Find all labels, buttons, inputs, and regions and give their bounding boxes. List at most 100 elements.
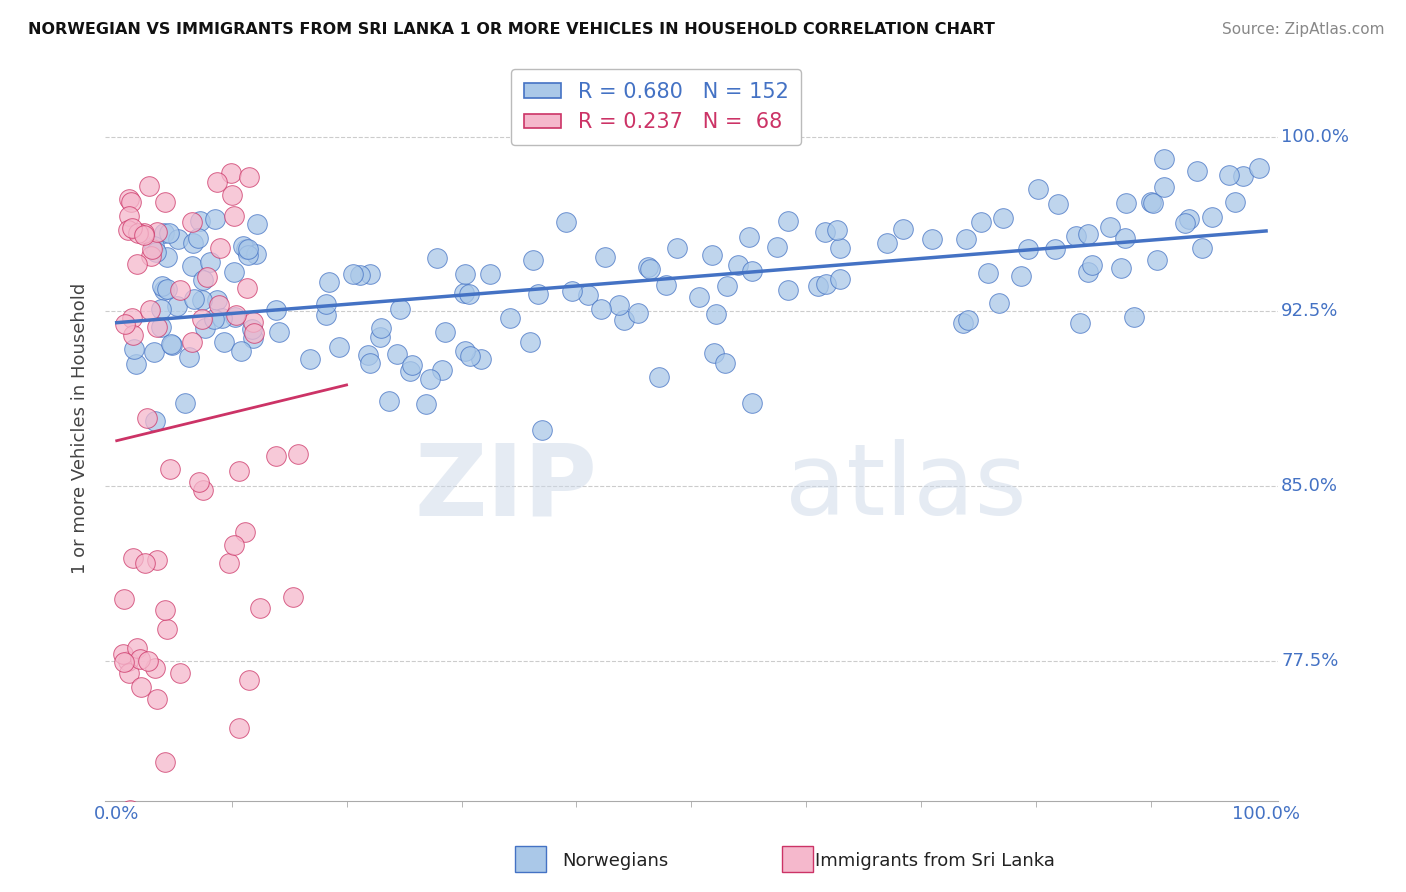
Point xyxy=(993,211,1015,226)
Point xyxy=(738,230,761,244)
Point xyxy=(830,241,852,255)
Point xyxy=(561,285,583,299)
Point xyxy=(613,313,636,327)
Point xyxy=(1218,169,1240,183)
Point xyxy=(470,351,492,366)
Point xyxy=(704,307,727,321)
Point xyxy=(238,170,260,185)
Point xyxy=(149,319,172,334)
Point xyxy=(229,343,252,358)
Point xyxy=(627,306,650,320)
Point xyxy=(245,247,267,261)
Point xyxy=(741,264,763,278)
Point xyxy=(236,242,259,256)
Point xyxy=(648,370,671,384)
Point xyxy=(187,231,209,245)
Text: 77.5%: 77.5% xyxy=(1281,652,1339,670)
Point xyxy=(159,336,181,351)
Point xyxy=(167,232,190,246)
Point xyxy=(955,231,977,245)
Point xyxy=(136,410,159,425)
Point xyxy=(236,281,259,295)
Point xyxy=(766,240,789,254)
Point xyxy=(128,652,150,666)
Point xyxy=(139,303,162,318)
Point xyxy=(1069,316,1091,330)
Point xyxy=(419,372,441,386)
Point xyxy=(264,302,287,317)
Point xyxy=(156,250,179,264)
Point xyxy=(156,282,179,296)
Point xyxy=(1185,164,1208,178)
Point xyxy=(1077,265,1099,279)
Point xyxy=(235,242,257,256)
Point xyxy=(132,226,155,240)
Point xyxy=(157,226,180,240)
Point xyxy=(183,292,205,306)
Point xyxy=(956,313,979,327)
Point xyxy=(952,316,974,330)
Point xyxy=(117,223,139,237)
Point xyxy=(156,622,179,636)
Point xyxy=(181,215,204,229)
Point xyxy=(141,243,163,257)
Point xyxy=(117,665,139,680)
Point xyxy=(212,334,235,349)
Point xyxy=(114,317,136,331)
Point xyxy=(152,279,174,293)
Point xyxy=(1178,211,1201,226)
Point xyxy=(457,287,479,301)
Point xyxy=(181,235,204,250)
Point xyxy=(191,312,214,326)
Point xyxy=(876,235,898,250)
Text: NORWEGIAN VS IMMIGRANTS FROM SRI LANKA 1 OR MORE VEHICLES IN HOUSEHOLD CORRELATI: NORWEGIAN VS IMMIGRANTS FROM SRI LANKA 1… xyxy=(28,22,995,37)
Point xyxy=(191,293,214,308)
Point xyxy=(342,267,364,281)
Text: atlas: atlas xyxy=(785,439,1026,536)
Point xyxy=(453,267,475,281)
Point xyxy=(129,680,152,694)
Point xyxy=(315,297,337,311)
Point xyxy=(519,334,541,349)
Text: 85.0%: 85.0% xyxy=(1281,477,1339,495)
Point xyxy=(208,298,231,312)
Point xyxy=(921,232,943,246)
Y-axis label: 1 or more Vehicles in Household: 1 or more Vehicles in Household xyxy=(72,282,89,574)
Point xyxy=(190,213,212,227)
Point xyxy=(368,330,391,344)
Point xyxy=(1064,229,1087,244)
Point xyxy=(124,342,146,356)
Point xyxy=(655,278,678,293)
Point xyxy=(1098,219,1121,234)
Point xyxy=(204,211,226,226)
Point xyxy=(160,338,183,352)
Point xyxy=(121,221,143,235)
Point xyxy=(143,239,166,253)
Text: Norwegians: Norwegians xyxy=(562,852,669,870)
Point xyxy=(1142,196,1164,211)
Point xyxy=(454,343,477,358)
Point xyxy=(228,464,250,478)
Point xyxy=(121,550,143,565)
Point xyxy=(554,215,576,229)
Point xyxy=(267,325,290,339)
Point xyxy=(388,301,411,316)
Point xyxy=(228,721,250,735)
Point xyxy=(1115,195,1137,210)
Point xyxy=(125,357,148,371)
Point xyxy=(1232,169,1254,184)
Point xyxy=(1249,161,1271,175)
Point xyxy=(716,279,738,293)
Point xyxy=(1146,252,1168,267)
Point xyxy=(232,239,254,253)
Point xyxy=(1077,227,1099,241)
Point xyxy=(1109,261,1132,276)
Point xyxy=(460,349,482,363)
Point xyxy=(138,179,160,194)
Point xyxy=(153,226,176,240)
Point xyxy=(139,249,162,263)
Point xyxy=(118,192,141,206)
Point xyxy=(328,340,350,354)
Point xyxy=(591,302,613,317)
Point xyxy=(159,462,181,476)
